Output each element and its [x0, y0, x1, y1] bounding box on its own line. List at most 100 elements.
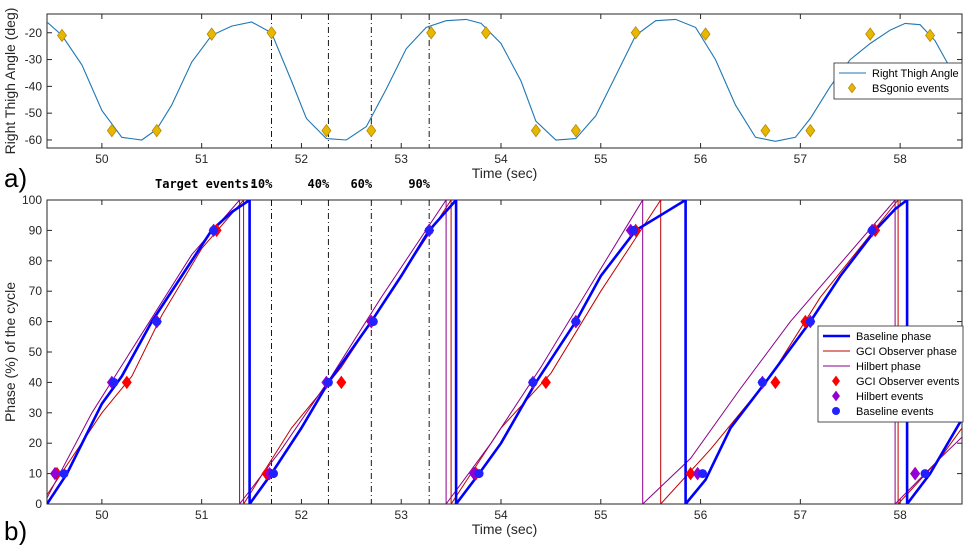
panel-b-legend-entry: Baseline events [856, 406, 934, 418]
panel-b-x-tick-label: 57 [794, 508, 808, 522]
panel-b-y-tick-label: 10 [29, 467, 43, 481]
panel-b-y-tick-label: 60 [29, 315, 43, 329]
panel-b-x-tick-label: 55 [594, 508, 608, 522]
panel-a-x-tick-label: 53 [395, 152, 409, 166]
panel-b-target-event-label: 40% [308, 177, 330, 191]
panel-label-b: b) [4, 516, 27, 545]
panel-b-y-tick-label: 100 [22, 193, 42, 207]
panel-b-y-tick-label: 30 [29, 406, 43, 420]
panel-a-legend-box [833, 62, 963, 100]
panel-a-x-tick-label: 56 [694, 152, 708, 166]
panel-b-x-axis-label: Time (sec) [472, 521, 538, 537]
panel-b-target-event-label: 90% [408, 177, 430, 191]
panel-a-bsgonio-event-marker [865, 27, 876, 41]
panel-a-bsgonio-event-marker [481, 26, 492, 40]
panel-b-baseline-event-marker [209, 225, 219, 235]
panel-b-x-tick-label: 54 [494, 508, 508, 522]
panel-a-y-tick-label: -50 [25, 106, 43, 120]
panel-b-legend-marker [832, 390, 840, 402]
panel-b-legend-entry: GCI Observer phase [856, 346, 957, 358]
panel-a-x-tick-label: 54 [494, 152, 508, 166]
panel-b-y-tick-label: 40 [29, 375, 43, 389]
panel-b-baseline-event-marker [698, 469, 708, 479]
panel-label-a: a) [4, 163, 27, 193]
panel-a-legend-marker [848, 82, 856, 94]
panel-b-y-tick-label: 80 [29, 254, 43, 268]
panel-a-y-tick-label: -20 [25, 26, 43, 40]
panel-a-legend-entry: Right Thigh Angle [872, 68, 959, 80]
panel-b-gci-event-marker [770, 375, 781, 390]
panel-a-bsgonio-event-marker [206, 27, 217, 41]
panel-b-y-tick-label: 70 [29, 284, 43, 298]
panel-b-gci-event-marker [685, 466, 696, 481]
panel-b-legend-entry: GCI Observer events [856, 376, 960, 388]
panel-a-y-axis-label: Right Thigh Angle (deg) [2, 8, 18, 155]
panel-b-hilbert-event-marker [49, 466, 60, 481]
panel-b-baseline-event-marker [269, 469, 279, 479]
panel-a-x-axis-label: Time (sec) [472, 165, 538, 181]
panel-a-legend-entry: BSgonio events [872, 83, 950, 95]
panel-b-legend-marker [832, 407, 840, 415]
panel-b-baseline-event-marker [474, 469, 484, 479]
panel-a-y-tick-label: -30 [25, 53, 43, 67]
panel-a-thigh-angle-line [47, 18, 962, 142]
panel-b-y-tick-label: 50 [29, 345, 43, 359]
panel-a-x-tick-label: 57 [794, 152, 808, 166]
panel-b-phase-chart: 50 51 52 53 54 55 56 57 58 0 10 20 30 40 50 60 70 80 90 100… [2, 177, 964, 537]
panel-b-baseline-event-marker [59, 469, 69, 479]
panel-a-series-group [47, 14, 962, 148]
panel-a-thigh-angle-chart: 50 51 52 53 54 55 56 57 58 -20 -30 -40 -50 -60 Time (s… [2, 8, 963, 181]
panel-a-plot-area [46, 13, 963, 149]
panel-a-bsgonio-event-marker [266, 26, 277, 40]
panel-b-x-tick-label: 50 [95, 508, 109, 522]
panel-a-bsgonio-event-marker [321, 123, 332, 138]
panel-b-legend-entry: Baseline phase [856, 331, 931, 343]
panel-b-baseline-event-marker [152, 317, 162, 327]
panel-b-x-tick-label: 53 [395, 508, 409, 522]
panel-a-x-tick-label: 50 [95, 152, 109, 166]
panel-a-bsgonio-event-marker [700, 27, 711, 41]
panel-b-legend-box [817, 325, 964, 423]
panel-b-legend-marker [832, 375, 840, 387]
panel-b-baseline-event-marker [867, 225, 877, 235]
panel-b-hilbert-event-marker [910, 466, 921, 481]
panel-a-x-tick-label: 58 [893, 152, 907, 166]
panel-a-bsgonio-event-marker [570, 123, 581, 138]
panel-b-y-axis-label: Phase (%) of the cycle [2, 282, 18, 422]
panel-b-baseline-event-marker [323, 377, 333, 387]
panel-b-x-tick-label: 51 [195, 508, 209, 522]
panel-b-baseline-event-marker [757, 377, 767, 387]
panel-b-legend-entry: Hilbert events [856, 391, 924, 403]
panel-b-gci-event-marker [540, 375, 551, 390]
panel-a-bsgonio-event-marker [426, 26, 437, 40]
panel-a-y-tick-label: -40 [25, 79, 43, 93]
panel-b-baseline-event-marker [368, 317, 378, 327]
panel-b-baseline-event-marker [571, 317, 581, 327]
panel-a-bsgonio-event-marker [805, 123, 816, 138]
panel-a-bsgonio-event-marker [56, 28, 67, 43]
panel-b-gci-event-marker [121, 375, 132, 390]
panel-a-x-tick-label: 52 [295, 152, 309, 166]
panel-b-y-tick-label: 0 [35, 497, 42, 511]
panel-b-baseline-event-marker [629, 225, 639, 235]
panel-a-x-tick-label: 55 [594, 152, 608, 166]
panel-a-bsgonio-event-marker [106, 123, 117, 138]
panel-a-y-tick-label: -60 [25, 133, 43, 147]
panel-b-baseline-event-marker [528, 377, 538, 387]
panel-b-baseline-event-marker [805, 317, 815, 327]
panel-a-bsgonio-event-marker [760, 123, 771, 138]
panel-a-bsgonio-event-marker [366, 123, 377, 138]
panel-b-y-tick-label: 90 [29, 223, 43, 237]
panel-b-x-tick-label: 56 [694, 508, 708, 522]
panel-b-target-event-label: 60% [350, 177, 372, 191]
panel-a-bsgonio-event-marker [630, 26, 641, 40]
panel-b-legend-entry: Hilbert phase [856, 361, 921, 373]
panel-b-x-tick-label: 52 [295, 508, 309, 522]
panel-b-baseline-event-marker [424, 225, 434, 235]
panel-a-x-tick-label: 51 [195, 152, 209, 166]
panel-b-baseline-event-marker [920, 469, 930, 479]
panel-a-bsgonio-event-marker [530, 123, 541, 138]
target-events-label: Target events: [155, 177, 256, 191]
panel-b-y-tick-label: 20 [29, 436, 43, 450]
